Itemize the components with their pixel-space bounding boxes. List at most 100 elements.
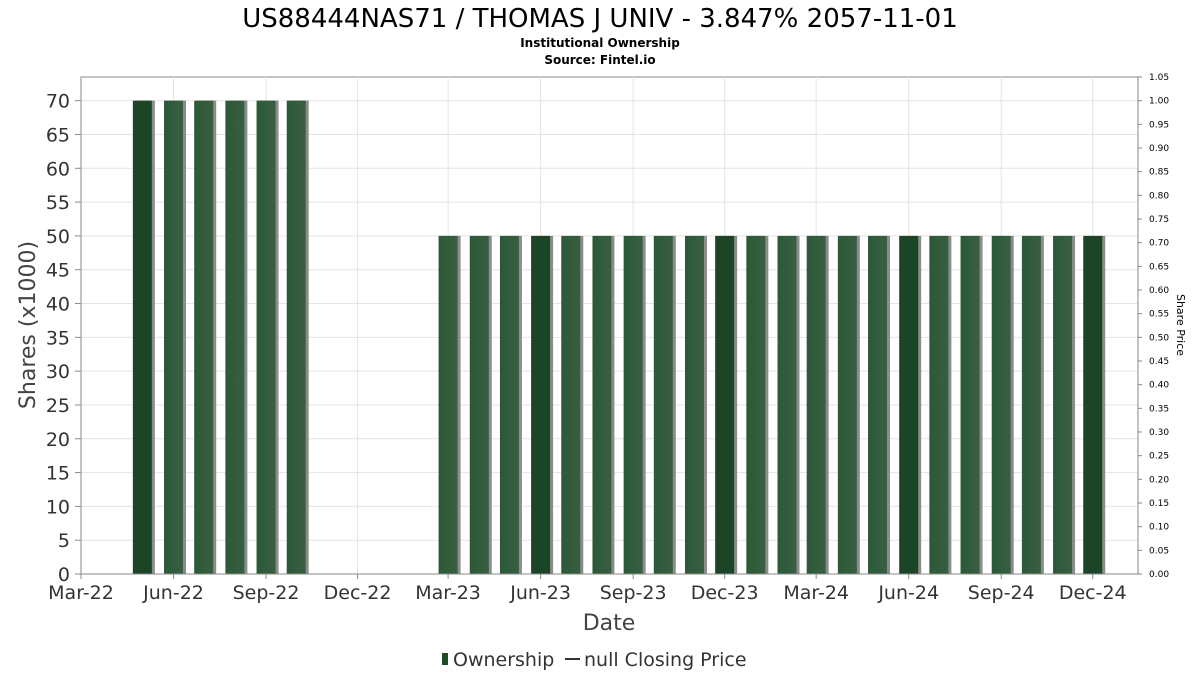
x-tick-label: Jun-22	[142, 582, 204, 604]
bar-body	[194, 100, 214, 575]
y-axis-left-ticks: 0 5 10 15 20 25 30 35 40 45 50 55 60 65 70	[46, 91, 81, 586]
bar	[438, 235, 461, 574]
y2-tick-label: 0.65	[1149, 262, 1169, 272]
y2-tick-label: 0.15	[1149, 499, 1169, 509]
bar	[469, 235, 492, 574]
bar	[837, 235, 860, 574]
bar-body	[499, 235, 519, 574]
bar	[592, 235, 615, 574]
bar	[286, 100, 309, 575]
y-tick-label: 65	[46, 124, 70, 146]
bar-body	[1083, 235, 1103, 574]
bar-body	[715, 235, 735, 574]
y2-tick-label: 0.00	[1149, 570, 1169, 580]
bar	[899, 235, 922, 574]
bar-body	[286, 100, 306, 575]
y2-tick-label: 1.00	[1149, 97, 1169, 107]
y2-tick-label: 0.85	[1149, 168, 1169, 178]
x-tick-label: Dec-23	[691, 582, 759, 604]
bar-body	[132, 100, 152, 575]
bar	[561, 235, 584, 574]
bar-body	[684, 235, 704, 574]
y2-tick-label: 0.45	[1149, 357, 1169, 367]
legend: Ownership null Closing Price	[442, 649, 747, 671]
y2-tick-label: 0.50	[1149, 333, 1169, 343]
legend-label-closing-price: null Closing Price	[584, 649, 747, 671]
bar	[623, 235, 646, 574]
bar	[499, 235, 522, 574]
x-tick-label: Mar-23	[415, 582, 481, 604]
bar	[1021, 235, 1044, 574]
y-tick-label: 50	[46, 226, 70, 248]
y2-tick-label: 0.30	[1149, 428, 1169, 438]
x-tick-label: Jun-23	[509, 582, 571, 604]
bar	[746, 235, 769, 574]
x-tick-label: Sep-24	[968, 582, 1035, 604]
y2-tick-label: 0.75	[1149, 215, 1169, 225]
bar-body	[653, 235, 673, 574]
y-tick-label: 30	[46, 361, 70, 383]
y2-tick-label: 0.05	[1149, 546, 1169, 556]
bar	[531, 235, 554, 574]
bar	[164, 100, 187, 575]
y2-tick-label: 0.55	[1149, 310, 1169, 320]
bar-series-ownership	[132, 100, 1106, 575]
bar-body	[561, 235, 581, 574]
x-tick-label: Dec-24	[1059, 582, 1127, 604]
y2-tick-label: 0.70	[1149, 239, 1169, 249]
y-axis-right-ticks: 0.00 0.05 0.10 0.15 0.20 0.25 0.30 0.35 0.40 0.45…	[1138, 73, 1169, 580]
bar-body	[469, 235, 489, 574]
bar	[684, 235, 707, 574]
legend-label-ownership: Ownership	[453, 649, 554, 671]
bar-body	[592, 235, 612, 574]
y-tick-label: 25	[46, 395, 70, 417]
x-axis-ticks: Mar-22 Jun-22 Sep-22 Dec-22 Mar-23 Jun-23 Sep-…	[48, 574, 1127, 604]
bar-body	[256, 100, 276, 575]
y-tick-label: 45	[46, 260, 70, 282]
bar-body	[929, 235, 949, 574]
bar-body	[837, 235, 857, 574]
bar-body	[806, 235, 826, 574]
y2-tick-label: 0.80	[1149, 191, 1169, 201]
bar-body	[746, 235, 766, 574]
y2-tick-label: 0.40	[1149, 381, 1169, 391]
bar	[1083, 235, 1106, 574]
bar-body	[960, 235, 980, 574]
y-tick-label: 20	[46, 429, 70, 451]
bar	[225, 100, 248, 575]
y-tick-label: 15	[46, 463, 70, 485]
bar	[256, 100, 279, 575]
x-tick-label: Mar-22	[48, 582, 114, 604]
y-tick-label: 10	[46, 496, 70, 518]
bar-body	[164, 100, 184, 575]
bar-body	[1021, 235, 1041, 574]
y-tick-label: 40	[46, 294, 70, 316]
y2-tick-label: 0.25	[1149, 452, 1169, 462]
x-tick-label: Sep-23	[600, 582, 667, 604]
x-tick-label: Sep-22	[233, 582, 300, 604]
legend-swatch-ownership	[442, 653, 448, 665]
y2-tick-label: 1.05	[1149, 73, 1169, 83]
bar	[715, 235, 738, 574]
y-axis-label: Shares (x1000)	[16, 241, 41, 409]
bar-body	[899, 235, 919, 574]
x-tick-label: Dec-22	[324, 582, 392, 604]
y-tick-label: 60	[46, 158, 70, 180]
y-tick-label: 70	[46, 91, 70, 113]
y2-tick-label: 0.95	[1149, 120, 1169, 130]
y2-tick-label: 0.90	[1149, 144, 1169, 154]
y-tick-label: 5	[58, 530, 70, 552]
bar	[132, 100, 155, 575]
bar	[653, 235, 676, 574]
bar	[868, 235, 891, 574]
y-tick-label: 0	[58, 564, 70, 586]
y2-tick-label: 0.10	[1149, 523, 1169, 533]
y2-tick-label: 0.20	[1149, 475, 1169, 485]
y2-axis-label: Share Price	[1174, 294, 1187, 356]
bar-body	[225, 100, 245, 575]
bar-body	[1053, 235, 1073, 574]
bar-body	[623, 235, 643, 574]
chart-title: US88444NAS71 / THOMAS J UNIV - 3.847% 20…	[242, 4, 958, 34]
y2-tick-label: 0.35	[1149, 404, 1169, 414]
